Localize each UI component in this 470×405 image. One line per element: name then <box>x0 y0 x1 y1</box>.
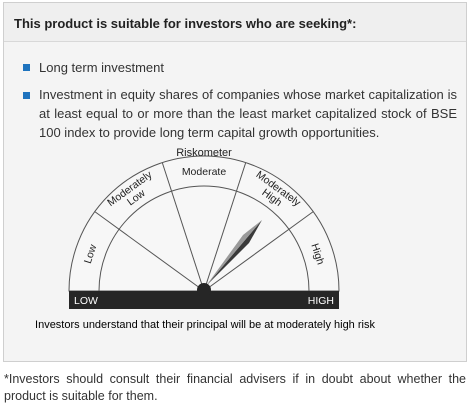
needle-light <box>206 220 262 286</box>
low-label: LOW <box>74 295 98 307</box>
risk-level-label: Moderate <box>182 166 227 178</box>
dial <box>68 155 340 292</box>
bullet-icon <box>23 92 30 99</box>
risk-level-label: Low <box>82 243 99 265</box>
divider <box>203 162 247 292</box>
footnote: *Investors should consult their financia… <box>4 372 466 403</box>
divider <box>203 211 314 292</box>
bullet-icon <box>23 64 30 71</box>
bullet-text: Long term investment <box>39 60 165 75</box>
riskometer-title: Riskometer <box>176 147 232 159</box>
divider <box>161 162 205 292</box>
inner-arc <box>98 185 310 292</box>
header-title: This product is suitable for investors w… <box>14 16 357 31</box>
high-label: HIGH <box>308 295 334 307</box>
risk-caption: Investors understand that their principa… <box>35 319 375 331</box>
needle-hub <box>197 283 211 297</box>
divider <box>94 211 205 292</box>
header: This product is suitable for investors w… <box>4 3 466 42</box>
bullet-text: Investment in equity shares of companies… <box>39 87 457 140</box>
base-bar <box>69 291 339 309</box>
